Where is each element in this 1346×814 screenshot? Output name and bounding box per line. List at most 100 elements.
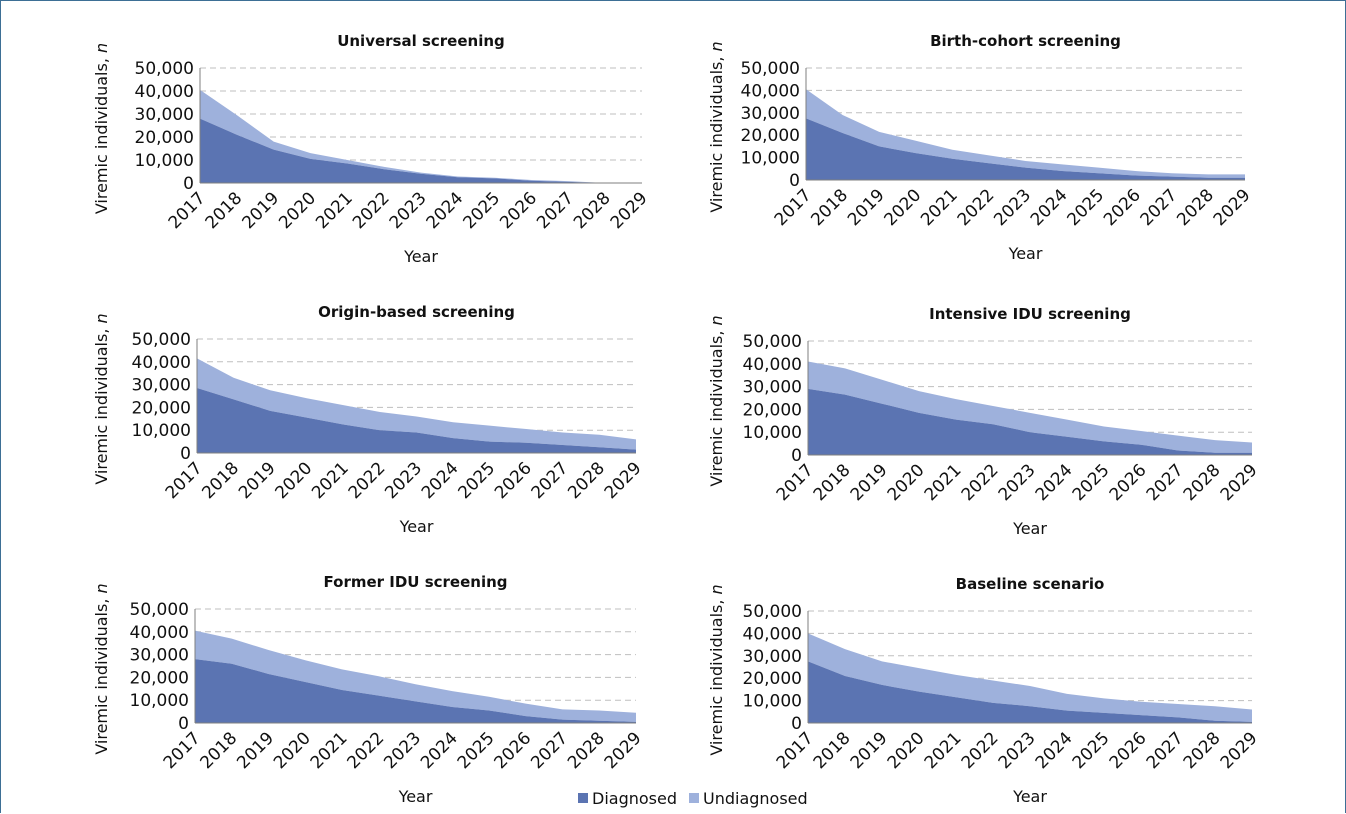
area-undiagnosed [808,633,1252,722]
x-tick-label: 2029 [607,188,652,233]
x-tick-label: 2024 [1032,728,1077,773]
x-tick-label: 2020 [270,728,315,773]
legend-label-diagnosed: Diagnosed [592,788,677,808]
area-undiagnosed [808,361,1252,453]
y-axis-label: Viremic individuals, n [707,315,726,486]
x-tick-label: 2026 [496,188,541,233]
x-tick-label: 2024 [418,458,463,503]
x-tick-label: 2026 [1100,185,1145,230]
x-tick-label: 2027 [533,188,578,233]
x-tick-label: 2017 [773,728,818,773]
y-tick-label: 20,000 [743,400,802,420]
x-tick-label: 2028 [570,188,615,233]
x-tick-label: 2020 [275,188,320,233]
chart-birth-cohort: 50,00040,00030,00020,00010,0000201720182… [707,32,1255,263]
x-tick-label: 2021 [921,460,966,505]
y-tick-label: 40,000 [743,355,802,375]
x-tick-label: 2017 [771,185,816,230]
y-tick-label: 50,000 [741,59,800,79]
x-tick-label: 2018 [197,728,242,773]
x-tick-label: 2027 [527,728,572,773]
y-tick-label: 0 [789,171,800,191]
legend-item-diagnosed: Diagnosed [578,789,677,808]
x-tick-label: 2024 [1032,460,1077,505]
x-tick-label: 2026 [491,458,536,503]
area-diagnosed [808,388,1252,455]
chart-title: Former IDU screening [324,573,508,591]
area-diagnosed [200,118,642,183]
x-tick-label: 2028 [564,728,609,773]
x-tick-label: 2021 [921,728,966,773]
y-axis-label: Viremic individuals, n [92,43,111,214]
chart-title: Birth-cohort screening [930,32,1121,50]
y-tick-label: 40,000 [741,81,800,101]
y-tick-label: 50,000 [743,602,802,622]
x-tick-label: 2022 [345,458,390,503]
x-tick-label: 2018 [810,460,855,505]
x-tick-label: 2020 [272,458,317,503]
y-tick-label: 50,000 [130,600,189,620]
y-axis-label: Viremic individuals, n [707,41,726,212]
y-tick-label: 10,000 [130,691,189,711]
x-tick-label: 2022 [954,185,999,230]
x-tick-label: 2020 [881,185,926,230]
x-tick-label: 2019 [235,458,280,503]
x-tick-label: 2019 [238,188,283,233]
x-tick-label: 2025 [1063,185,1108,230]
x-tick-label: 2022 [958,460,1003,505]
x-axis-label: Year [398,787,433,806]
x-tick-label: 2021 [312,188,357,233]
x-tick-label: 2025 [454,728,499,773]
x-tick-label: 2025 [1069,728,1114,773]
x-tick-label: 2027 [1143,460,1188,505]
chart-title: Origin-based screening [318,303,515,321]
area-diagnosed [806,118,1245,180]
x-tick-label: 2021 [917,185,962,230]
x-tick-label: 2022 [344,728,389,773]
x-tick-label: 2018 [810,728,855,773]
x-tick-label: 2018 [198,458,243,503]
y-axis-label: Viremic individuals, n [92,583,111,754]
y-tick-label: 10,000 [135,151,194,171]
x-tick-label: 2025 [1069,460,1114,505]
y-tick-label: 30,000 [132,376,191,396]
y-tick-label: 0 [180,444,191,464]
y-tick-label: 30,000 [135,105,194,125]
area-undiagnosed [195,630,636,722]
y-axis-label: Viremic individuals, n [92,313,111,484]
x-tick-label: 2029 [601,728,646,773]
x-tick-label: 2018 [807,185,852,230]
legend-swatch-undiagnosed [689,793,699,803]
x-tick-label: 2021 [308,458,353,503]
y-tick-label: 10,000 [741,149,800,169]
x-axis-label: Year [1008,244,1043,263]
y-tick-label: 0 [791,446,802,466]
x-axis-label: Year [1012,519,1047,538]
y-tick-label: 30,000 [743,647,802,667]
x-tick-label: 2026 [1106,728,1151,773]
x-tick-label: 2027 [1137,185,1182,230]
x-tick-label: 2026 [1106,460,1151,505]
x-tick-label: 2029 [1210,185,1255,230]
y-tick-label: 20,000 [132,398,191,418]
chart-origin-based: 50,00040,00030,00020,00010,0000201720182… [92,303,646,536]
x-tick-label: 2024 [1027,185,1072,230]
y-tick-label: 20,000 [135,128,194,148]
x-tick-label: 2020 [884,460,929,505]
chart-title: Baseline scenario [956,575,1105,593]
x-tick-label: 2027 [1143,728,1188,773]
y-tick-label: 50,000 [132,330,191,350]
x-axis-label: Year [1012,787,1047,806]
x-tick-label: 2022 [958,728,1003,773]
x-tick-label: 2028 [1173,185,1218,230]
legend-swatch-diagnosed [578,793,588,803]
y-tick-label: 20,000 [743,669,802,689]
x-tick-label: 2018 [202,188,247,233]
chart-intensive-idu: 50,00040,00030,00020,00010,0000201720182… [707,305,1262,538]
x-tick-label: 2024 [423,188,468,233]
x-axis-label: Year [399,517,434,536]
y-axis-label: Viremic individuals, n [707,584,726,755]
x-tick-label: 2028 [1180,728,1225,773]
x-tick-label: 2029 [601,458,646,503]
